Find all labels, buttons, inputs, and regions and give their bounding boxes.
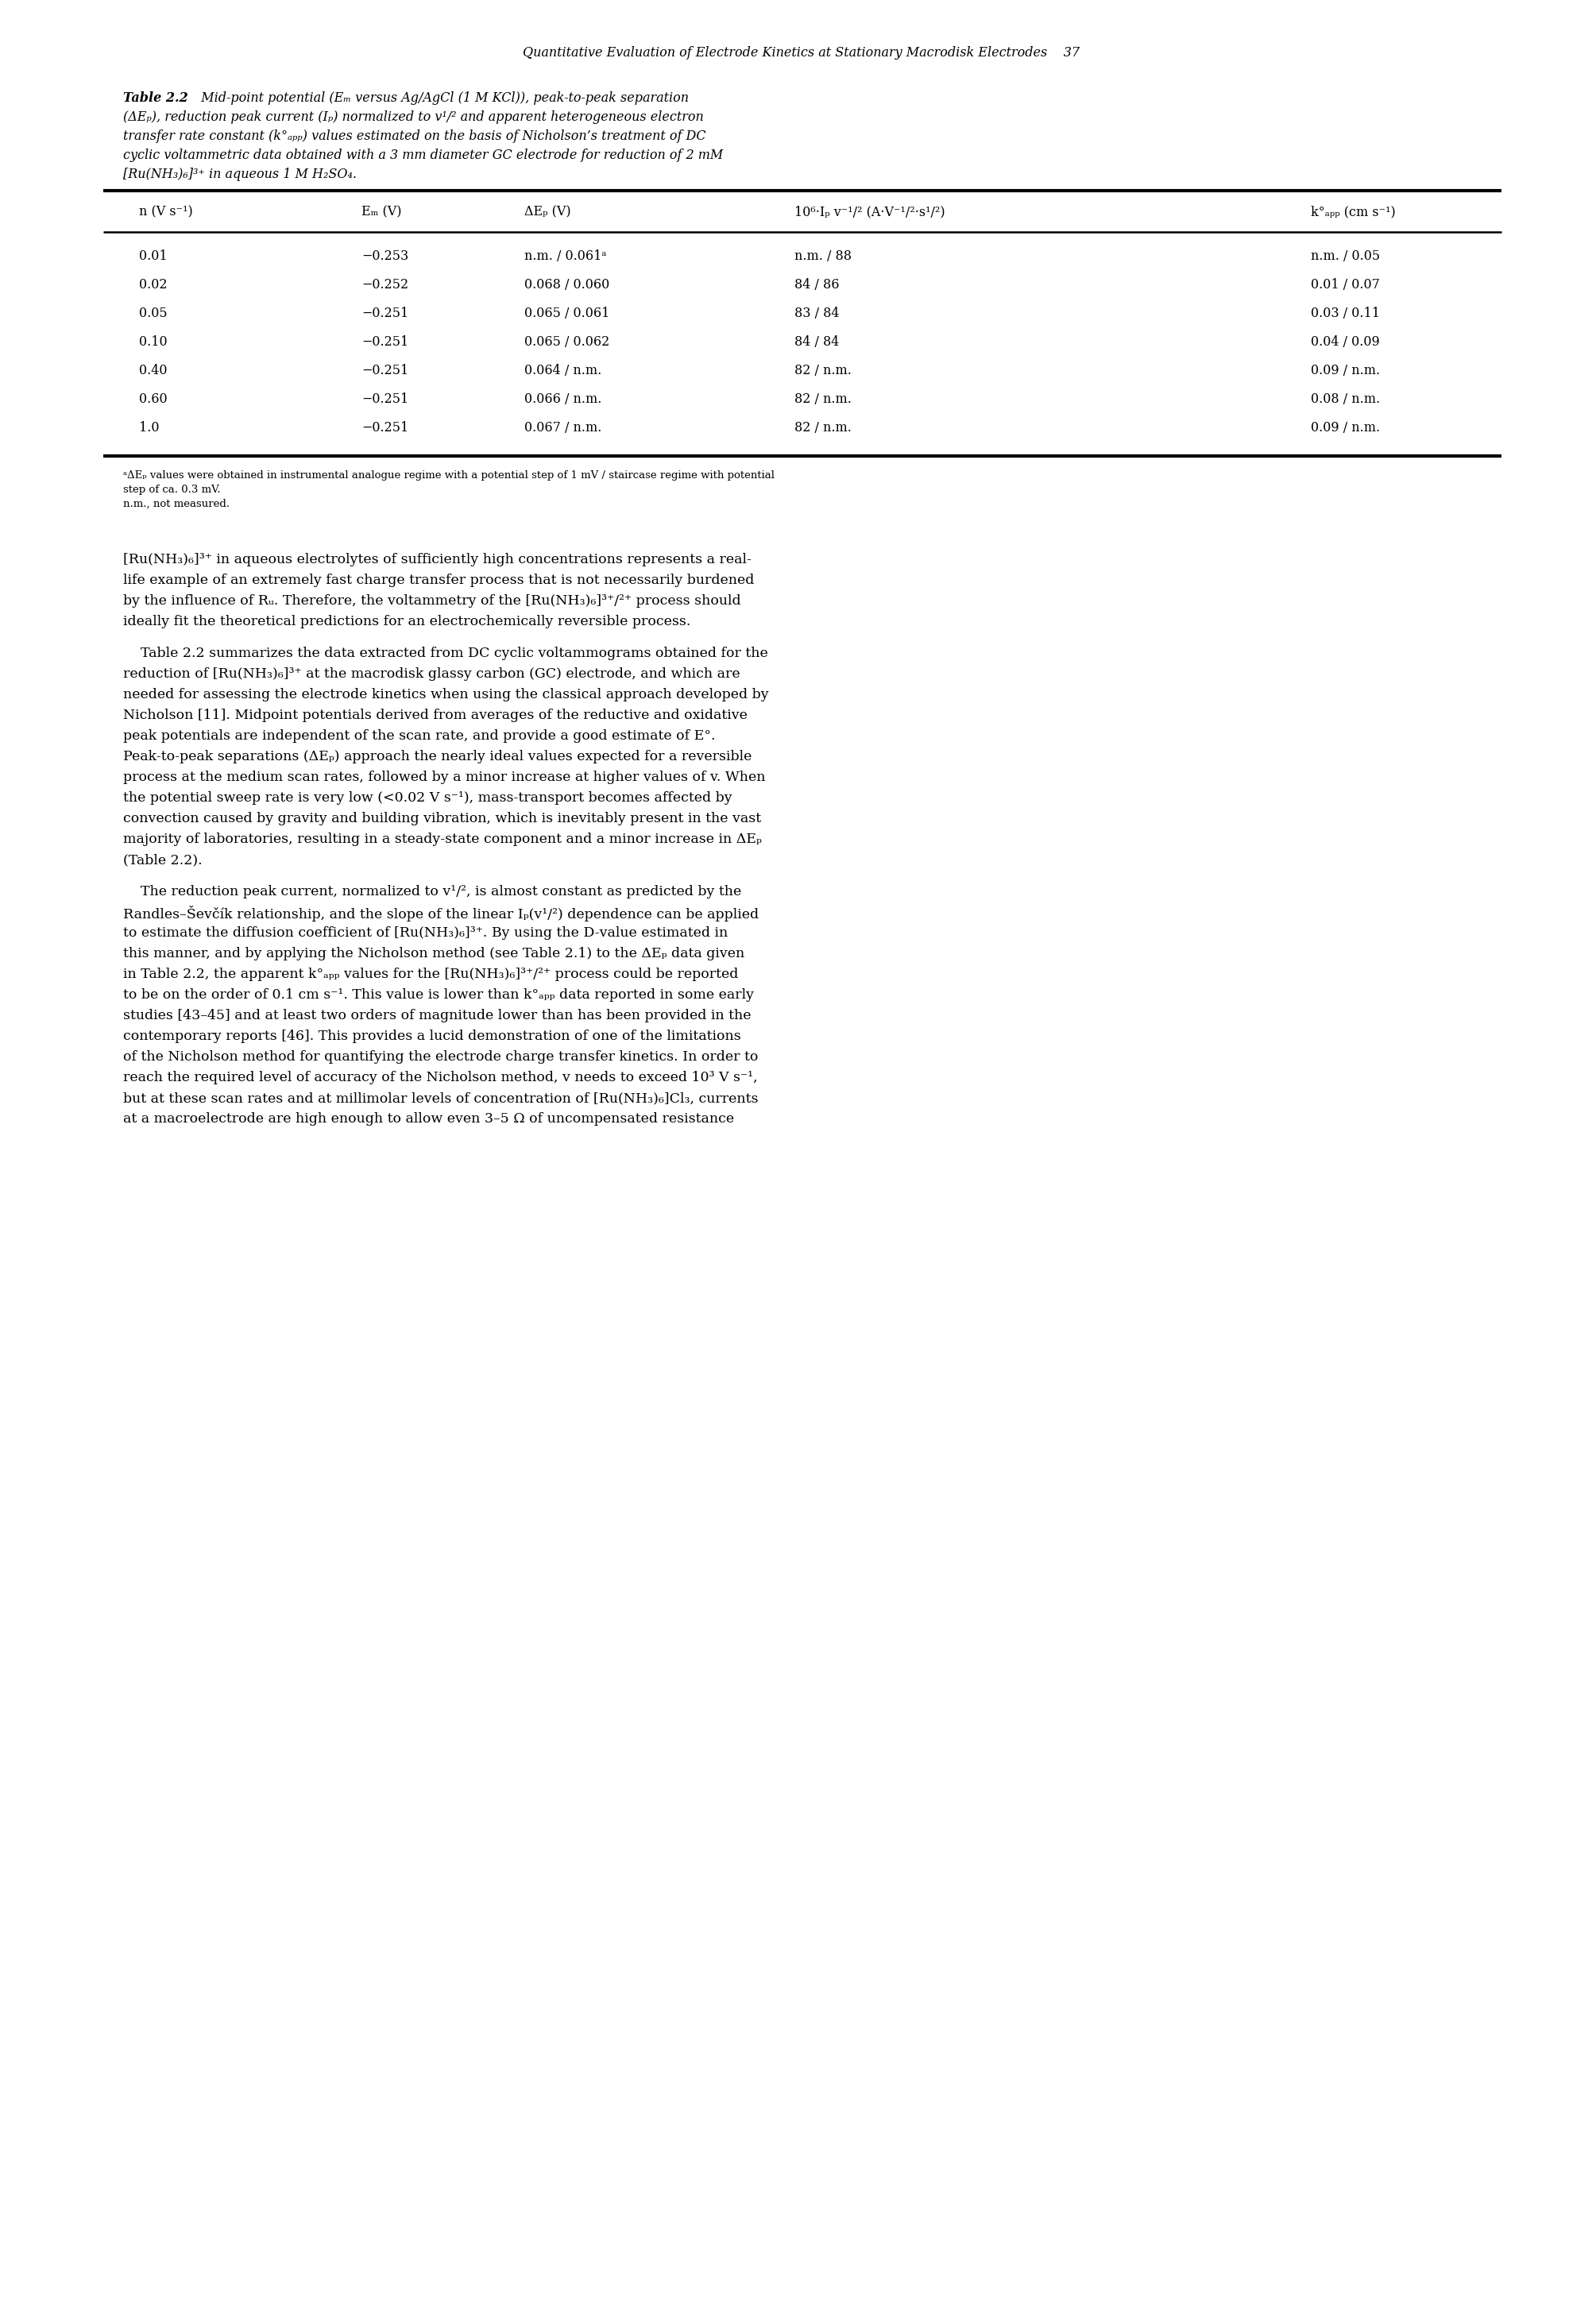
Text: 0.40: 0.40 [139, 363, 168, 377]
Text: Table 2.2 summarizes the data extracted from DC cyclic voltammograms obtained fo: Table 2.2 summarizes the data extracted … [123, 646, 768, 660]
Text: Randles–Ševčík relationship, and the slope of the linear Iₚ(v¹/²) dependence can: Randles–Ševčík relationship, and the slo… [123, 906, 758, 922]
Text: Eₘ (V): Eₘ (V) [361, 205, 402, 218]
Text: 0.066 / n.m.: 0.066 / n.m. [525, 393, 602, 407]
Text: ΔEₚ (V): ΔEₚ (V) [525, 205, 571, 218]
Text: (ΔEₚ), reduction peak current (Iₚ) normalized to v¹/² and apparent heterogeneous: (ΔEₚ), reduction peak current (Iₚ) norma… [123, 110, 704, 124]
Text: life example of an extremely fast charge transfer process that is not necessaril: life example of an extremely fast charge… [123, 572, 755, 586]
Text: process at the medium scan rates, followed by a minor increase at higher values : process at the medium scan rates, follow… [123, 770, 766, 784]
Text: 82 / n.m.: 82 / n.m. [795, 363, 852, 377]
Text: −0.251: −0.251 [361, 336, 409, 349]
Text: 0.068 / 0.060: 0.068 / 0.060 [525, 278, 610, 292]
Text: The reduction peak current, normalized to v¹/², is almost constant as predicted : The reduction peak current, normalized t… [123, 885, 742, 899]
Text: 0.065 / 0.061: 0.065 / 0.061 [525, 306, 610, 320]
Text: of the Nicholson method for quantifying the electrode charge transfer kinetics. : of the Nicholson method for quantifying … [123, 1051, 758, 1064]
Text: this manner, and by applying the Nicholson method (see Table 2.1) to the ΔEₚ dat: this manner, and by applying the Nichols… [123, 947, 745, 961]
Text: Mid-point potential (Eₘ versus Ag/AgCl (1 M KCl)), peak-to-peak separation: Mid-point potential (Eₘ versus Ag/AgCl (… [193, 92, 689, 106]
Text: 0.065 / 0.062: 0.065 / 0.062 [525, 336, 610, 349]
Text: n (V s⁻¹): n (V s⁻¹) [139, 205, 193, 218]
Text: −0.251: −0.251 [361, 421, 409, 435]
Text: 0.08 / n.m.: 0.08 / n.m. [1310, 393, 1381, 407]
Text: 0.01: 0.01 [139, 251, 168, 262]
Text: cyclic voltammetric data obtained with a 3 mm diameter GC electrode for reductio: cyclic voltammetric data obtained with a… [123, 149, 723, 161]
Text: 0.09 / n.m.: 0.09 / n.m. [1310, 421, 1381, 435]
Text: in Table 2.2, the apparent k°ₐₚₚ values for the [Ru(NH₃)₆]³⁺/²⁺ process could be: in Table 2.2, the apparent k°ₐₚₚ values … [123, 968, 739, 982]
Text: (Table 2.2).: (Table 2.2). [123, 853, 203, 867]
Text: Table 2.2: Table 2.2 [123, 92, 188, 106]
Text: 0.09 / n.m.: 0.09 / n.m. [1310, 363, 1381, 377]
Text: 0.067 / n.m.: 0.067 / n.m. [525, 421, 602, 435]
Text: Peak-to-peak separations (ΔEₚ) approach the nearly ideal values expected for a r: Peak-to-peak separations (ΔEₚ) approach … [123, 749, 752, 763]
Text: 84 / 86: 84 / 86 [795, 278, 839, 292]
Text: reach the required level of accuracy of the Nicholson method, v needs to exceed : reach the required level of accuracy of … [123, 1071, 758, 1085]
Text: needed for assessing the electrode kinetics when using the classical approach de: needed for assessing the electrode kinet… [123, 687, 769, 701]
Text: 1.0: 1.0 [139, 421, 160, 435]
Text: [Ru(NH₃)₆]³⁺ in aqueous 1 M H₂SO₄.: [Ru(NH₃)₆]³⁺ in aqueous 1 M H₂SO₄. [123, 168, 356, 182]
Text: n.m., not measured.: n.m., not measured. [123, 499, 230, 508]
Text: 0.02: 0.02 [139, 278, 168, 292]
Text: 0.01 / 0.07: 0.01 / 0.07 [1310, 278, 1381, 292]
Text: reduction of [Ru(NH₃)₆]³⁺ at the macrodisk glassy carbon (GC) electrode, and whi: reduction of [Ru(NH₃)₆]³⁺ at the macrodi… [123, 667, 741, 681]
Text: contemporary reports [46]. This provides a lucid demonstration of one of the lim: contemporary reports [46]. This provides… [123, 1030, 741, 1044]
Text: 0.064 / n.m.: 0.064 / n.m. [525, 363, 602, 377]
Text: 0.04 / 0.09: 0.04 / 0.09 [1310, 336, 1379, 349]
Text: n.m. / 88: n.m. / 88 [795, 251, 852, 262]
Text: at a macroelectrode are high enough to allow even 3–5 Ω of uncompensated resista: at a macroelectrode are high enough to a… [123, 1113, 734, 1127]
Text: 83 / 84: 83 / 84 [795, 306, 839, 320]
Text: 82 / n.m.: 82 / n.m. [795, 421, 852, 435]
Text: 84 / 84: 84 / 84 [795, 336, 839, 349]
Text: ᵃΔEₚ values were obtained in instrumental analogue regime with a potential step : ᵃΔEₚ values were obtained in instrumenta… [123, 471, 774, 480]
Text: convection caused by gravity and building vibration, which is inevitably present: convection caused by gravity and buildin… [123, 812, 761, 825]
Text: majority of laboratories, resulting in a steady-state component and a minor incr: majority of laboratories, resulting in a… [123, 832, 761, 846]
Text: by the influence of Rᵤ. Therefore, the voltammetry of the [Ru(NH₃)₆]³⁺/²⁺ proces: by the influence of Rᵤ. Therefore, the v… [123, 593, 741, 607]
Text: 0.05: 0.05 [139, 306, 168, 320]
Text: −0.251: −0.251 [361, 363, 409, 377]
Text: n.m. / 0.05: n.m. / 0.05 [1310, 251, 1381, 262]
Text: to be on the order of 0.1 cm s⁻¹. This value is lower than k°ₐₚₚ data reported i: to be on the order of 0.1 cm s⁻¹. This v… [123, 989, 753, 1002]
Text: studies [43–45] and at least two orders of magnitude lower than has been provide: studies [43–45] and at least two orders … [123, 1009, 752, 1023]
Text: −0.251: −0.251 [361, 306, 409, 320]
Text: ideally fit the theoretical predictions for an electrochemically reversible proc: ideally fit the theoretical predictions … [123, 614, 691, 628]
Text: 0.60: 0.60 [139, 393, 168, 407]
Text: transfer rate constant (k°ₐₚₚ) values estimated on the basis of Nicholson’s trea: transfer rate constant (k°ₐₚₚ) values es… [123, 129, 705, 143]
Text: Quantitative Evaluation of Electrode Kinetics at Stationary Macrodisk Electrodes: Quantitative Evaluation of Electrode Kin… [523, 46, 1080, 60]
Text: −0.251: −0.251 [361, 393, 409, 407]
Text: 10⁶·Iₚ v⁻¹/² (A·V⁻¹/²·s¹/²): 10⁶·Iₚ v⁻¹/² (A·V⁻¹/²·s¹/²) [795, 205, 945, 218]
Text: −0.252: −0.252 [361, 278, 409, 292]
Text: peak potentials are independent of the scan rate, and provide a good estimate of: peak potentials are independent of the s… [123, 729, 715, 743]
Text: −0.253: −0.253 [361, 251, 409, 262]
Text: k°ₐₚₚ (cm s⁻¹): k°ₐₚₚ (cm s⁻¹) [1310, 205, 1395, 218]
Text: [Ru(NH₃)₆]³⁺ in aqueous electrolytes of sufficiently high concentrations represe: [Ru(NH₃)₆]³⁺ in aqueous electrolytes of … [123, 552, 752, 566]
Text: to estimate the diffusion coefficient of [Ru(NH₃)₆]³⁺. By using the D-value esti: to estimate the diffusion coefficient of… [123, 926, 728, 940]
Text: Nicholson [11]. Midpoint potentials derived from averages of the reductive and o: Nicholson [11]. Midpoint potentials deri… [123, 708, 747, 722]
Text: but at these scan rates and at millimolar levels of concentration of [Ru(NH₃)₆]C: but at these scan rates and at millimola… [123, 1092, 758, 1106]
Text: 82 / n.m.: 82 / n.m. [795, 393, 852, 407]
Text: 0.10: 0.10 [139, 336, 168, 349]
Text: 0.03 / 0.11: 0.03 / 0.11 [1310, 306, 1381, 320]
Text: the potential sweep rate is very low (<0.02 V s⁻¹), mass-transport becomes affec: the potential sweep rate is very low (<0… [123, 791, 733, 805]
Text: step of ca. 0.3 mV.: step of ca. 0.3 mV. [123, 485, 220, 494]
Text: n.m. / 0.061ᵃ: n.m. / 0.061ᵃ [525, 251, 606, 262]
